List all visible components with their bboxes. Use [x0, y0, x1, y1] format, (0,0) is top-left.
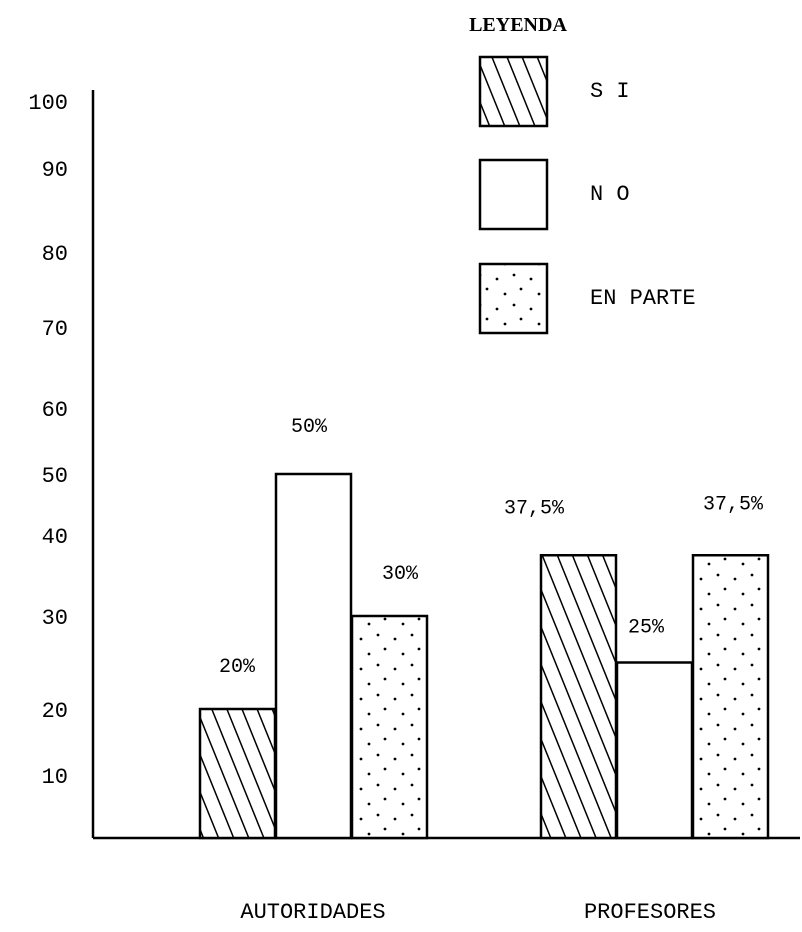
- bar-profesores-plain: [615, 661, 694, 840]
- y-tick-label: 20: [42, 699, 68, 724]
- y-tick-label: 50: [42, 464, 68, 489]
- legend-swatch-plain: [478, 158, 549, 231]
- legend-label: S I: [590, 79, 630, 104]
- category-label: PROFESORES: [584, 900, 716, 925]
- category-labels: AUTORIDADES PROFESORES: [240, 900, 716, 925]
- data-label: 37,5%: [504, 497, 565, 520]
- legend: LEYENDA S I N O EN PARTE: [469, 14, 696, 335]
- data-label: 25%: [628, 617, 665, 640]
- data-label: 20%: [219, 656, 256, 679]
- y-tick-label: 10: [42, 765, 68, 790]
- data-label: 50%: [291, 416, 328, 439]
- bar-autoridades-plain: [274, 472, 353, 840]
- y-tick-label: 80: [42, 242, 68, 267]
- y-tick-label: 100: [28, 91, 68, 116]
- legend-label: EN PARTE: [590, 286, 696, 311]
- category-label: AUTORIDADES: [240, 900, 385, 925]
- bar-profesores-dots: [691, 554, 770, 840]
- bar-autoridades-hatch: [198, 707, 277, 840]
- y-tick-label: 30: [42, 606, 68, 631]
- bar-profesores-hatch: [539, 554, 618, 840]
- legend-title: LEYENDA: [469, 14, 567, 36]
- y-tick-label: 90: [42, 158, 68, 183]
- y-tick-label: 60: [42, 398, 68, 423]
- y-tick-label: 70: [42, 317, 68, 342]
- y-tick-labels: 10 20 30 40 50 60 70 80 90 100: [28, 91, 68, 790]
- legend-swatch-hatch: [478, 55, 549, 128]
- bars: [198, 472, 770, 840]
- bar-autoridades-dots: [350, 614, 429, 840]
- legend-label: N O: [590, 182, 630, 207]
- y-tick-label: 40: [42, 525, 68, 550]
- legend-swatch-dots: [478, 262, 549, 335]
- data-label: 30%: [382, 563, 419, 586]
- data-labels: 20% 50% 30% 37,5% 25% 37,5%: [219, 416, 764, 679]
- data-label: 37,5%: [703, 493, 764, 516]
